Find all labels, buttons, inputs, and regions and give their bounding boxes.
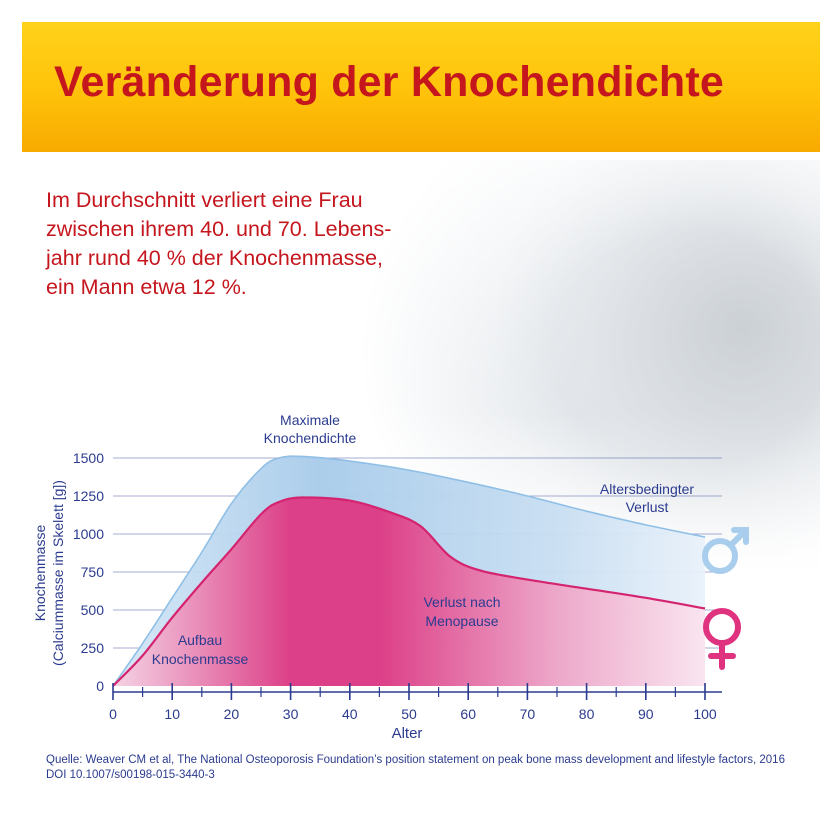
chart-areas: [112, 455, 706, 687]
intro-line: ein Mann etwa 12 %.: [46, 275, 247, 299]
female-symbol-icon: [703, 608, 741, 670]
y-tick-label: 250: [81, 640, 105, 656]
annotation-peak-line2: Knochendichte: [264, 430, 357, 446]
x-tick-label: 30: [283, 706, 299, 722]
source-citation: Quelle: Weaver CM et al, The National Os…: [46, 754, 785, 781]
intro-line: Im Durchschnitt verliert eine Frau: [46, 188, 363, 212]
x-tick-label: 20: [224, 706, 240, 722]
x-tick-label: 80: [579, 706, 595, 722]
male-symbol-icon: [702, 527, 749, 574]
annotation-age-loss-line2: Verlust: [626, 499, 669, 515]
x-tick-label: 70: [520, 706, 536, 722]
annotation-buildup-line1: Aufbau: [178, 632, 222, 648]
y-tick-label: 1500: [73, 450, 104, 466]
y-axis-sublabel: (Calciummasse im Skelett [g]): [50, 480, 66, 666]
intro-text: Im Durchschnitt verliert eine Frau zwisc…: [46, 186, 446, 302]
annotation-menopause-line2: Menopause: [425, 613, 498, 629]
chart-axes: [112, 683, 722, 700]
y-tick-label: 500: [81, 602, 105, 618]
annotation-buildup-line2: Knochenmasse: [152, 651, 249, 667]
x-tick-label: 60: [460, 706, 476, 722]
x-tick-label: 0: [109, 706, 117, 722]
annotation-age-loss-line1: Altersbedingter: [600, 481, 695, 497]
intro-line: jahr rund 40 % der Knochenmasse,: [46, 246, 384, 270]
y-tick-label: 1250: [73, 488, 104, 504]
x-tick-label: 50: [401, 706, 417, 722]
intro-line: zwischen ihrem 40. und 70. Lebens-: [46, 217, 392, 241]
x-tick-label: 40: [342, 706, 358, 722]
y-tick-label: 1000: [73, 526, 104, 542]
y-axis-label: Knochenmasse: [32, 525, 48, 622]
x-axis-label: Alter: [392, 725, 423, 742]
x-tick-label: 90: [638, 706, 654, 722]
annotation-menopause-line1: Verlust nach: [423, 594, 500, 610]
y-tick-label: 750: [81, 564, 105, 580]
page-title: Veränderung der Knochendichte: [54, 58, 725, 106]
title-banner: Veränderung der Knochendichte: [22, 22, 820, 152]
series-line-female: [112, 496, 706, 687]
y-tick-label: 0: [96, 678, 104, 694]
area-female: [113, 497, 705, 686]
x-tick-label: 100: [693, 706, 717, 722]
series-line-male: [112, 455, 706, 687]
annotation-peak-line1: Maximale: [280, 412, 340, 428]
x-tick-label: 10: [164, 706, 180, 722]
chart-labels: 0 250 500 750 1000 1250 1500 0 10 20 30 40 50 60 70 80 9…: [32, 450, 717, 742]
